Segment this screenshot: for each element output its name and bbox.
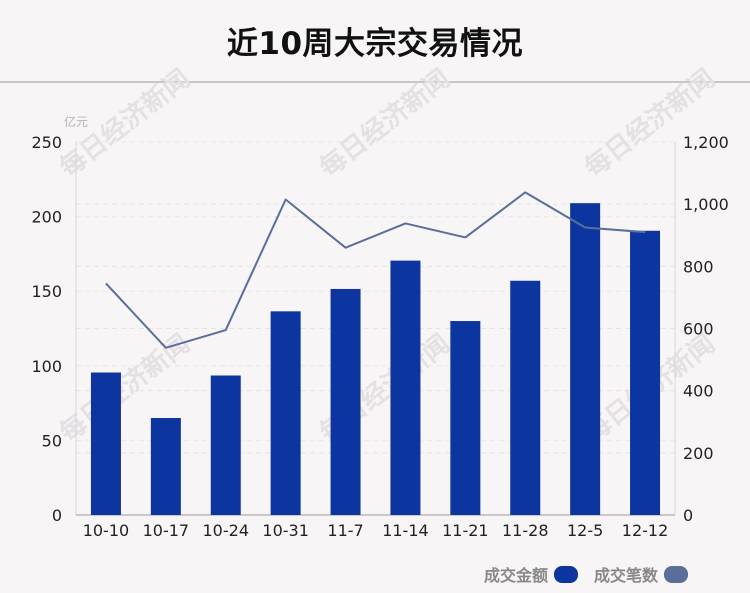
y-left-tick-label-1: 50 [42, 431, 62, 450]
line-series [105, 191, 646, 349]
x-tick-label-12-12: 12-12 [622, 521, 669, 540]
legend-label-count: 成交笔数 [594, 566, 659, 585]
legend-swatch-amount [554, 565, 579, 583]
legend-swatch-count [664, 565, 689, 583]
bar-10-17 [150, 418, 181, 515]
x-tick-label-10-17: 10-17 [143, 521, 190, 540]
y-right-tick-label-2: 400 [683, 382, 714, 401]
y-right-tick-label-4: 800 [683, 257, 714, 276]
y-right-tick-label-6: 1,200 [683, 133, 729, 152]
bar-11-28 [510, 280, 541, 515]
x-tick-label-10-10: 10-10 [83, 521, 130, 540]
x-tick-label-12-5: 12-5 [567, 521, 603, 540]
watermark-text-2: 每日经济新闻 [579, 63, 721, 183]
bar-10-31 [270, 311, 301, 515]
legend: 成交金额 成交笔数 [484, 562, 689, 586]
legend-item-count: 成交笔数 [594, 562, 689, 586]
tick-labels: 10-10 10-17 10-24 10-31 11-7 11-14 11-21 11-28 1… [31, 114, 728, 540]
y-left-tick-label-0: 0 [52, 506, 62, 525]
y-left-tick-label-2: 100 [31, 357, 62, 376]
y-right-tick-label-1: 200 [683, 444, 714, 463]
header-bar: 近10周大宗交易情况 [0, 0, 750, 83]
bar-11-7 [330, 288, 361, 515]
bar-10-24 [210, 375, 241, 515]
x-tick-label-11-21: 11-21 [442, 521, 489, 540]
y-left-tick-label-4: 200 [31, 208, 62, 227]
bar-11-21 [450, 321, 481, 515]
bar-10-10 [90, 372, 121, 515]
y-right-tick-label-3: 600 [683, 320, 714, 339]
y-left-tick-label-5: 250 [31, 133, 62, 152]
x-tick-label-11-7: 11-7 [327, 521, 363, 540]
bar-series [90, 203, 661, 516]
line-series-count [105, 191, 646, 349]
y-right-tick-label-0: 0 [683, 506, 693, 525]
x-tick-label-10-24: 10-24 [203, 521, 250, 540]
x-tick-label-11-14: 11-14 [382, 521, 429, 540]
bar-12-5 [570, 203, 601, 515]
legend-item-amount: 成交金额 [484, 562, 579, 586]
bar-12-12 [630, 230, 661, 516]
y-left-unit-label: 亿元 [64, 114, 88, 129]
x-tick-label-10-31: 10-31 [262, 521, 309, 540]
y-right-tick-label-5: 1,000 [683, 195, 729, 214]
x-tick-label-11-28: 11-28 [502, 521, 549, 540]
bar-11-14 [390, 260, 421, 515]
legend-label-amount: 成交金额 [484, 566, 549, 585]
y-left-tick-label-3: 150 [31, 282, 62, 301]
watermark-text-1: 每日经济新闻 [314, 63, 456, 183]
chart-title: 近10周大宗交易情况 [226, 26, 524, 62]
